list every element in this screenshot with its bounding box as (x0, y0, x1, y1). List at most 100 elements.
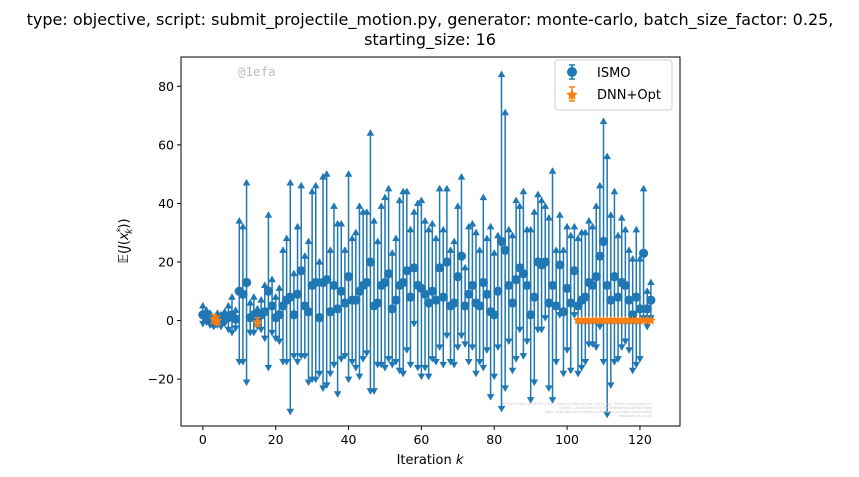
error-cap-lower (577, 364, 586, 372)
error-cap-lower (315, 370, 324, 378)
error-cap-lower (483, 347, 491, 354)
error-cap-lower (301, 353, 309, 360)
x-tick-label: 100 (555, 432, 579, 447)
fine-print-line-3: Repo: https://github.com/kjetil-lye/iter… (545, 410, 652, 414)
ismo-point (329, 280, 339, 291)
error-cap-upper (293, 222, 302, 230)
error-cap-upper (370, 217, 378, 224)
error-cap-lower (381, 364, 389, 372)
error-cap-upper (199, 302, 207, 309)
ismo-point (409, 263, 419, 273)
ismo-point (340, 298, 350, 308)
error-cap-upper (432, 234, 440, 242)
error-cap-upper (541, 202, 550, 209)
error-cap-lower (515, 326, 524, 334)
error-cap-upper (355, 202, 364, 209)
ismo-point (478, 277, 488, 288)
legend-box (554, 59, 673, 111)
ismo-point (609, 272, 620, 282)
error-cap-lower (501, 385, 509, 392)
error-cap-lower (413, 364, 422, 372)
error-cap-lower (333, 391, 342, 398)
error-cap-lower (552, 359, 560, 366)
error-cap-lower (614, 356, 622, 363)
error-cap-upper (647, 278, 655, 286)
ismo-point (628, 310, 638, 320)
error-cap-lower (359, 356, 367, 363)
ismo-point (438, 292, 448, 302)
error-cap-upper (479, 193, 488, 201)
error-cap-upper (574, 234, 582, 242)
error-cap-upper (537, 196, 546, 204)
ismo-point (635, 304, 645, 314)
error-cap-lower (519, 353, 528, 360)
ismo-point (613, 292, 623, 302)
error-cap-lower (341, 353, 349, 360)
ismo-point (289, 310, 299, 320)
error-cap-lower (617, 344, 626, 351)
error-cap-upper (486, 222, 495, 230)
error-cap-lower (224, 326, 233, 334)
error-cap-upper (617, 214, 626, 221)
error-cap-upper (344, 170, 353, 177)
ismo-point (420, 289, 430, 299)
error-cap-lower (399, 370, 407, 378)
ismo-point (504, 280, 514, 291)
error-cap-upper (570, 222, 579, 230)
ismo-point (351, 295, 361, 305)
error-cap-lower (264, 364, 273, 372)
error-cap-upper (279, 246, 287, 253)
ismo-point (624, 295, 634, 305)
error-cap-lower (439, 361, 448, 369)
error-cap-upper (326, 246, 335, 253)
watermark: @1efa (238, 64, 276, 79)
error-cap-upper (585, 217, 593, 224)
error-cap-lower (596, 323, 604, 331)
error-cap-upper (632, 225, 641, 233)
y-tick-label: 40 (158, 196, 174, 211)
error-cap-lower (497, 405, 506, 413)
error-cap-lower (643, 323, 652, 331)
error-cap-lower (275, 338, 284, 345)
error-cap-lower (231, 325, 240, 332)
error-cap-upper (497, 70, 506, 78)
fine-print-line-4: Hostname: pc-lye-01 (619, 414, 652, 418)
ismo-point (529, 292, 539, 302)
ismo-point (489, 310, 499, 320)
error-cap-lower (326, 370, 335, 378)
error-cap-upper (239, 222, 247, 230)
ismo-point (602, 280, 612, 291)
ismo-point (267, 301, 277, 311)
ismo-point (631, 292, 641, 302)
ismo-point (526, 310, 536, 320)
error-cap-upper (643, 287, 652, 294)
error-cap-lower (435, 344, 444, 351)
ismo-point (260, 307, 270, 317)
error-cap-upper (457, 173, 466, 180)
ismo-point (263, 286, 274, 296)
ismo-point (544, 298, 554, 308)
x-tick-label: 20 (268, 432, 284, 447)
x-tick-label: 120 (628, 432, 652, 447)
error-cap-upper (483, 234, 491, 242)
dnn-opt-point (252, 317, 263, 327)
ismo-point (496, 236, 507, 247)
error-cap-lower (352, 364, 360, 372)
error-cap-upper (403, 187, 411, 195)
error-cap-lower (421, 364, 429, 372)
ismo-point (580, 292, 590, 302)
series-ismo (198, 70, 656, 419)
error-cap-lower (545, 385, 553, 392)
error-cap-upper (505, 225, 513, 233)
error-cap-lower (257, 326, 265, 334)
error-cap-lower (621, 338, 630, 345)
error-cap-lower (636, 356, 644, 363)
error-cap-upper (301, 252, 309, 259)
error-cap-lower (559, 370, 568, 378)
error-cap-lower (632, 361, 641, 369)
ismo-point (522, 280, 532, 291)
error-cap-lower (606, 382, 615, 389)
error-cap-upper (530, 208, 539, 215)
error-cap-lower (505, 338, 513, 345)
ismo-point (285, 292, 295, 302)
